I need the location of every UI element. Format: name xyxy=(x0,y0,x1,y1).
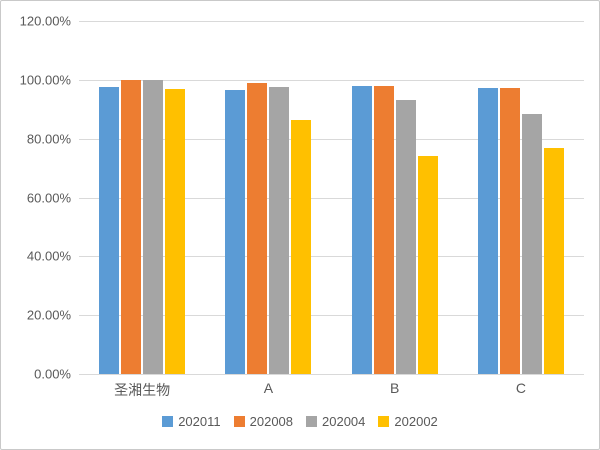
gridline xyxy=(79,197,584,199)
bar-202008-4 xyxy=(499,87,520,374)
gridline xyxy=(79,79,584,81)
bar-202008-1 xyxy=(121,79,142,374)
bar-202008-3 xyxy=(373,85,394,374)
bar-202008-2 xyxy=(247,82,268,374)
gridline xyxy=(79,315,584,317)
bar-202011-3 xyxy=(351,85,372,374)
bar-group-4 xyxy=(458,21,584,374)
legend-item-202004: 202004 xyxy=(306,414,365,429)
legend-item-202002: 202002 xyxy=(378,413,438,429)
legend-label: 202008 xyxy=(249,413,294,429)
gridline xyxy=(79,21,584,22)
legend: 202011 202008 202004 202002 xyxy=(1,411,599,431)
bar-202011-4 xyxy=(477,87,498,374)
bar-202004-2 xyxy=(269,87,290,374)
gridline xyxy=(79,374,584,375)
bar-202002-1 xyxy=(165,88,186,374)
y-tick-label: 100.00% xyxy=(19,72,71,88)
legend-swatch-icon xyxy=(306,415,318,427)
y-tick-label: 20.00% xyxy=(26,307,71,323)
bar-202004-4 xyxy=(521,113,542,374)
bar-group-1 xyxy=(79,21,205,374)
y-tick-label: 60.00% xyxy=(26,190,71,205)
x-tick-label: B xyxy=(389,380,400,396)
bar-202004-1 xyxy=(143,79,164,374)
bar-202002-4 xyxy=(543,147,564,374)
bar-202004-3 xyxy=(395,100,416,374)
x-axis: 圣湘生物 A B C xyxy=(79,380,584,400)
legend-swatch-icon xyxy=(378,415,390,427)
gridline xyxy=(79,256,584,258)
x-tick-label: A xyxy=(263,380,274,396)
gridline xyxy=(79,138,584,140)
legend-label: 202004 xyxy=(322,413,366,429)
bar-group-2 xyxy=(205,21,331,374)
y-tick-label: 0.00% xyxy=(34,366,71,382)
x-tick-label: 圣湘生物 xyxy=(114,382,171,398)
legend-item-202008: 202008 xyxy=(233,413,294,429)
bar-202002-3 xyxy=(417,156,438,374)
y-axis: 0.00% 20.00% 40.00% 60.00% 80.00% 100.00% 120.… xyxy=(1,14,71,382)
bar-202011-1 xyxy=(99,87,120,374)
bar-group-3 xyxy=(332,21,458,374)
legend-item-202011: 202011 xyxy=(162,413,221,429)
legend-label: 202011 xyxy=(178,413,221,429)
legend-label: 202002 xyxy=(394,413,438,429)
y-tick-label: 40.00% xyxy=(26,248,71,264)
bar-202011-2 xyxy=(225,90,246,374)
legend-swatch-icon xyxy=(162,415,174,427)
plot-area xyxy=(79,21,584,375)
x-tick-label: C xyxy=(515,380,526,396)
y-tick-label: 80.00% xyxy=(26,131,71,147)
bar-202002-2 xyxy=(291,119,312,374)
legend-swatch-icon xyxy=(233,415,245,427)
y-tick-label: 120.00% xyxy=(19,13,71,29)
